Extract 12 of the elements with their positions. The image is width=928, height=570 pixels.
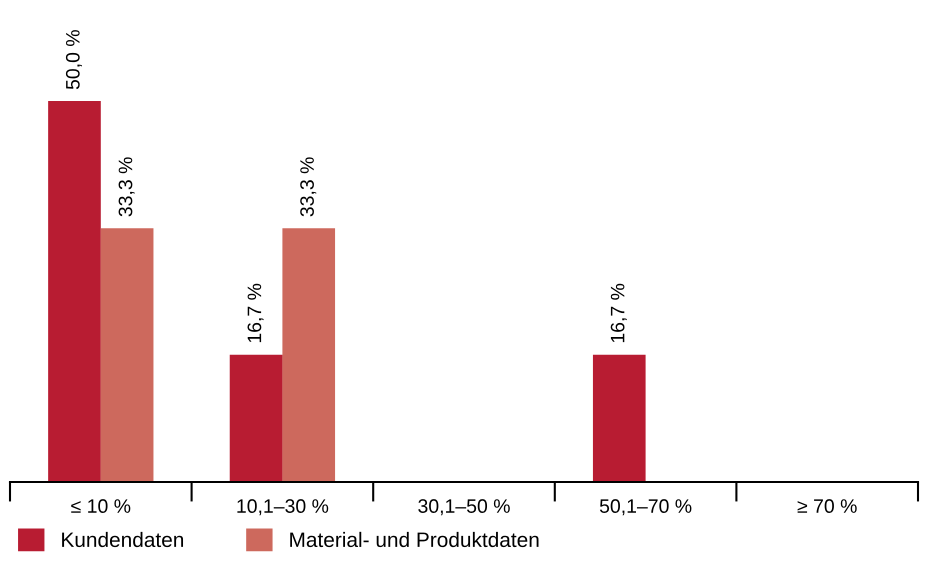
x-tick-label: 10,1–30 % [237,499,328,516]
x-tick-label: 50,1–70 % [600,499,692,516]
data-label: 33,3 % [300,157,316,216]
x-tick-label: ≤ 10 % [71,499,130,513]
legend-label: Kundendaten [62,532,184,548]
x-tick-label: 30,1–50 % [418,499,510,516]
data-label: 16,7 % [610,284,627,342]
data-label: 50,0 % [66,30,82,90]
data-label: 16,7 % [248,284,264,342]
x-tick-label: ≥ 70 % [798,499,857,513]
data-label: 33,3 % [118,157,135,216]
legend-label: Material- und Produktdaten [290,532,538,548]
